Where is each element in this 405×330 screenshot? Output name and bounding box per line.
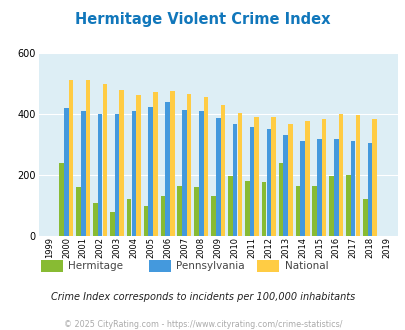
- Bar: [355, 115, 359, 236]
- Bar: [321, 119, 326, 236]
- Bar: [76, 187, 81, 236]
- Bar: [312, 186, 316, 236]
- Bar: [333, 139, 338, 236]
- Bar: [271, 117, 275, 236]
- Bar: [211, 196, 215, 236]
- Bar: [194, 187, 198, 236]
- Bar: [148, 107, 153, 236]
- Bar: [288, 124, 292, 236]
- Bar: [59, 163, 64, 236]
- Bar: [203, 97, 208, 236]
- Bar: [153, 92, 158, 236]
- Bar: [350, 141, 355, 236]
- Bar: [371, 119, 376, 236]
- Bar: [182, 110, 186, 236]
- Bar: [143, 206, 148, 236]
- Bar: [228, 177, 232, 236]
- Bar: [220, 105, 225, 236]
- Text: © 2025 CityRating.com - https://www.cityrating.com/crime-statistics/: © 2025 CityRating.com - https://www.city…: [64, 320, 341, 329]
- Bar: [119, 90, 124, 236]
- Bar: [165, 102, 169, 236]
- Bar: [131, 111, 136, 236]
- Bar: [328, 176, 333, 236]
- Bar: [64, 108, 68, 236]
- Bar: [127, 199, 131, 236]
- Bar: [316, 139, 321, 236]
- Bar: [93, 203, 98, 236]
- Bar: [261, 182, 266, 236]
- Bar: [98, 114, 102, 236]
- Bar: [300, 141, 304, 236]
- Bar: [283, 135, 287, 236]
- Bar: [198, 112, 203, 236]
- Bar: [338, 114, 343, 236]
- Bar: [136, 95, 141, 236]
- Bar: [69, 80, 73, 236]
- Bar: [266, 129, 271, 236]
- Bar: [244, 181, 249, 236]
- Bar: [295, 186, 299, 236]
- Text: Hermitage Violent Crime Index: Hermitage Violent Crime Index: [75, 12, 330, 26]
- Bar: [160, 196, 165, 236]
- Bar: [81, 112, 85, 236]
- Text: Crime Index corresponds to incidents per 100,000 inhabitants: Crime Index corresponds to incidents per…: [51, 292, 354, 302]
- Bar: [362, 199, 367, 236]
- Bar: [110, 212, 114, 236]
- Bar: [85, 80, 90, 236]
- Bar: [186, 94, 191, 236]
- Bar: [304, 121, 309, 236]
- Bar: [278, 163, 283, 236]
- Text: Hermitage: Hermitage: [68, 261, 123, 271]
- Bar: [115, 114, 119, 236]
- Bar: [367, 144, 371, 236]
- Bar: [215, 118, 220, 236]
- Bar: [170, 91, 174, 236]
- Bar: [254, 117, 258, 236]
- Text: National: National: [284, 261, 328, 271]
- Bar: [237, 113, 241, 236]
- Bar: [232, 124, 237, 236]
- Text: Pennsylvania: Pennsylvania: [176, 261, 245, 271]
- Bar: [177, 185, 181, 236]
- Bar: [102, 84, 107, 236]
- Bar: [249, 127, 254, 236]
- Bar: [345, 175, 350, 236]
